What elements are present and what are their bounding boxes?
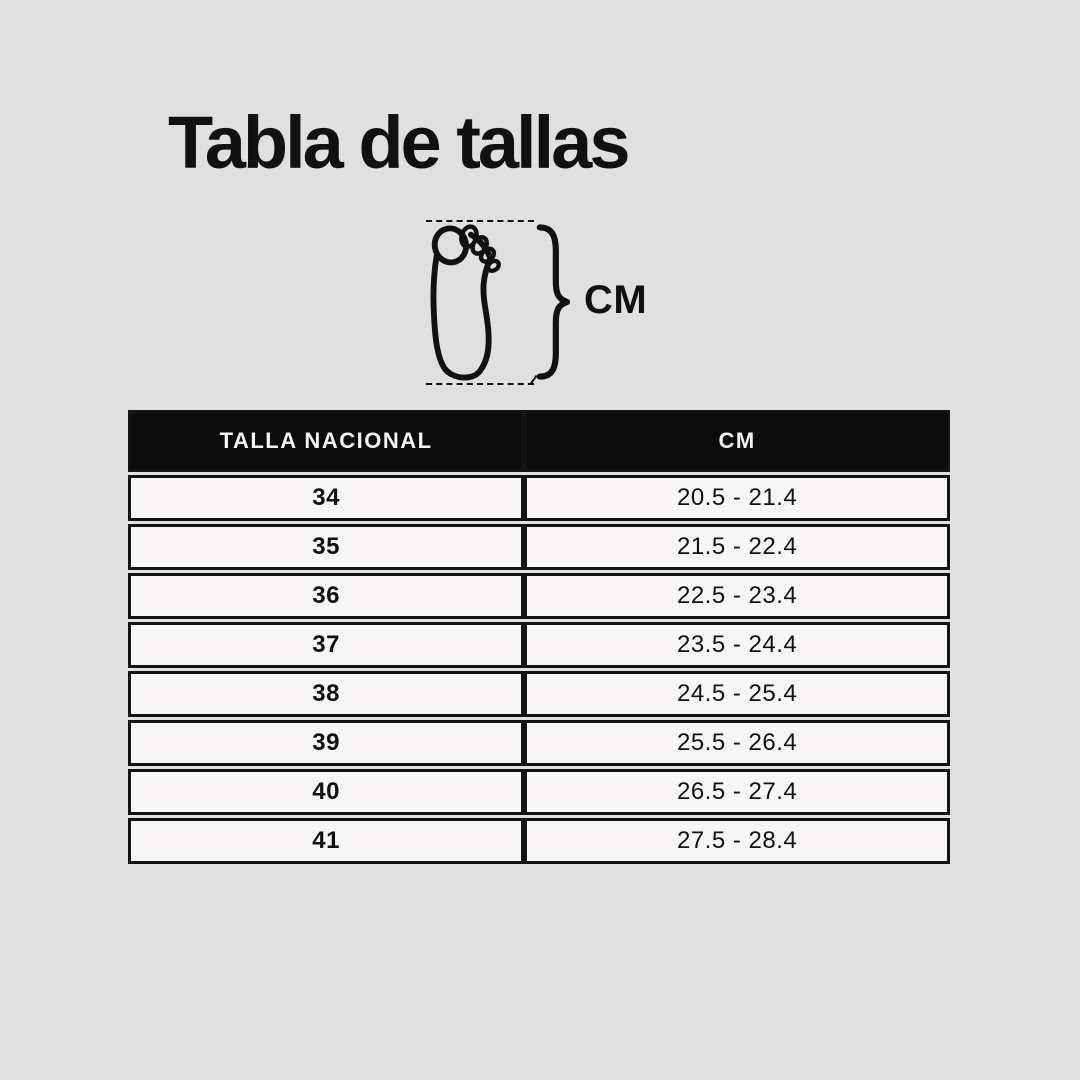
foot-sole-icon: [430, 224, 501, 381]
table-row: 41 27.5 - 28.4: [128, 818, 950, 864]
cm-cell: 26.5 - 27.4: [524, 769, 950, 815]
size-table: TALLA NACIONAL CM 34 20.5 - 21.4 35 21.5…: [128, 407, 950, 867]
talla-cell: 40: [128, 769, 525, 815]
table-row: 34 20.5 - 21.4: [128, 475, 950, 521]
cm-cell: 23.5 - 24.4: [524, 622, 950, 668]
table-row: 40 26.5 - 27.4: [128, 769, 950, 815]
measure-dashed-line-top: [426, 220, 534, 222]
cm-cell: 27.5 - 28.4: [524, 818, 950, 864]
cm-cell: 20.5 - 21.4: [524, 475, 950, 521]
unit-label: CM: [584, 278, 648, 322]
talla-cell: 34: [128, 475, 525, 521]
table-row: 35 21.5 - 22.4: [128, 524, 950, 570]
table-row: 36 22.5 - 23.4: [128, 573, 950, 619]
talla-cell: 39: [128, 720, 525, 766]
talla-cell: 35: [128, 524, 525, 570]
page-title: Tabla de tallas: [168, 101, 630, 184]
header-row: TALLA NACIONAL CM: [128, 410, 950, 472]
foot-measure-figure: CM: [426, 214, 686, 394]
column-header-cm: CM: [524, 410, 950, 472]
talla-cell: 37: [128, 622, 525, 668]
cm-cell: 21.5 - 22.4: [524, 524, 950, 570]
table-row: 38 24.5 - 25.4: [128, 671, 950, 717]
table-row: 39 25.5 - 26.4: [128, 720, 950, 766]
measure-dashed-line-bottom: [426, 383, 534, 385]
cm-cell: 24.5 - 25.4: [524, 671, 950, 717]
size-table-header: TALLA NACIONAL CM: [128, 410, 950, 472]
talla-cell: 36: [128, 573, 525, 619]
cm-cell: 25.5 - 26.4: [524, 720, 950, 766]
curly-brace-icon: [536, 224, 570, 380]
talla-cell: 38: [128, 671, 525, 717]
column-header-talla-nacional: TALLA NACIONAL: [128, 410, 525, 472]
size-table-body: 34 20.5 - 21.4 35 21.5 - 22.4 36 22.5 - …: [128, 475, 950, 864]
table-row: 37 23.5 - 24.4: [128, 622, 950, 668]
talla-cell: 41: [128, 818, 525, 864]
cm-cell: 22.5 - 23.4: [524, 573, 950, 619]
